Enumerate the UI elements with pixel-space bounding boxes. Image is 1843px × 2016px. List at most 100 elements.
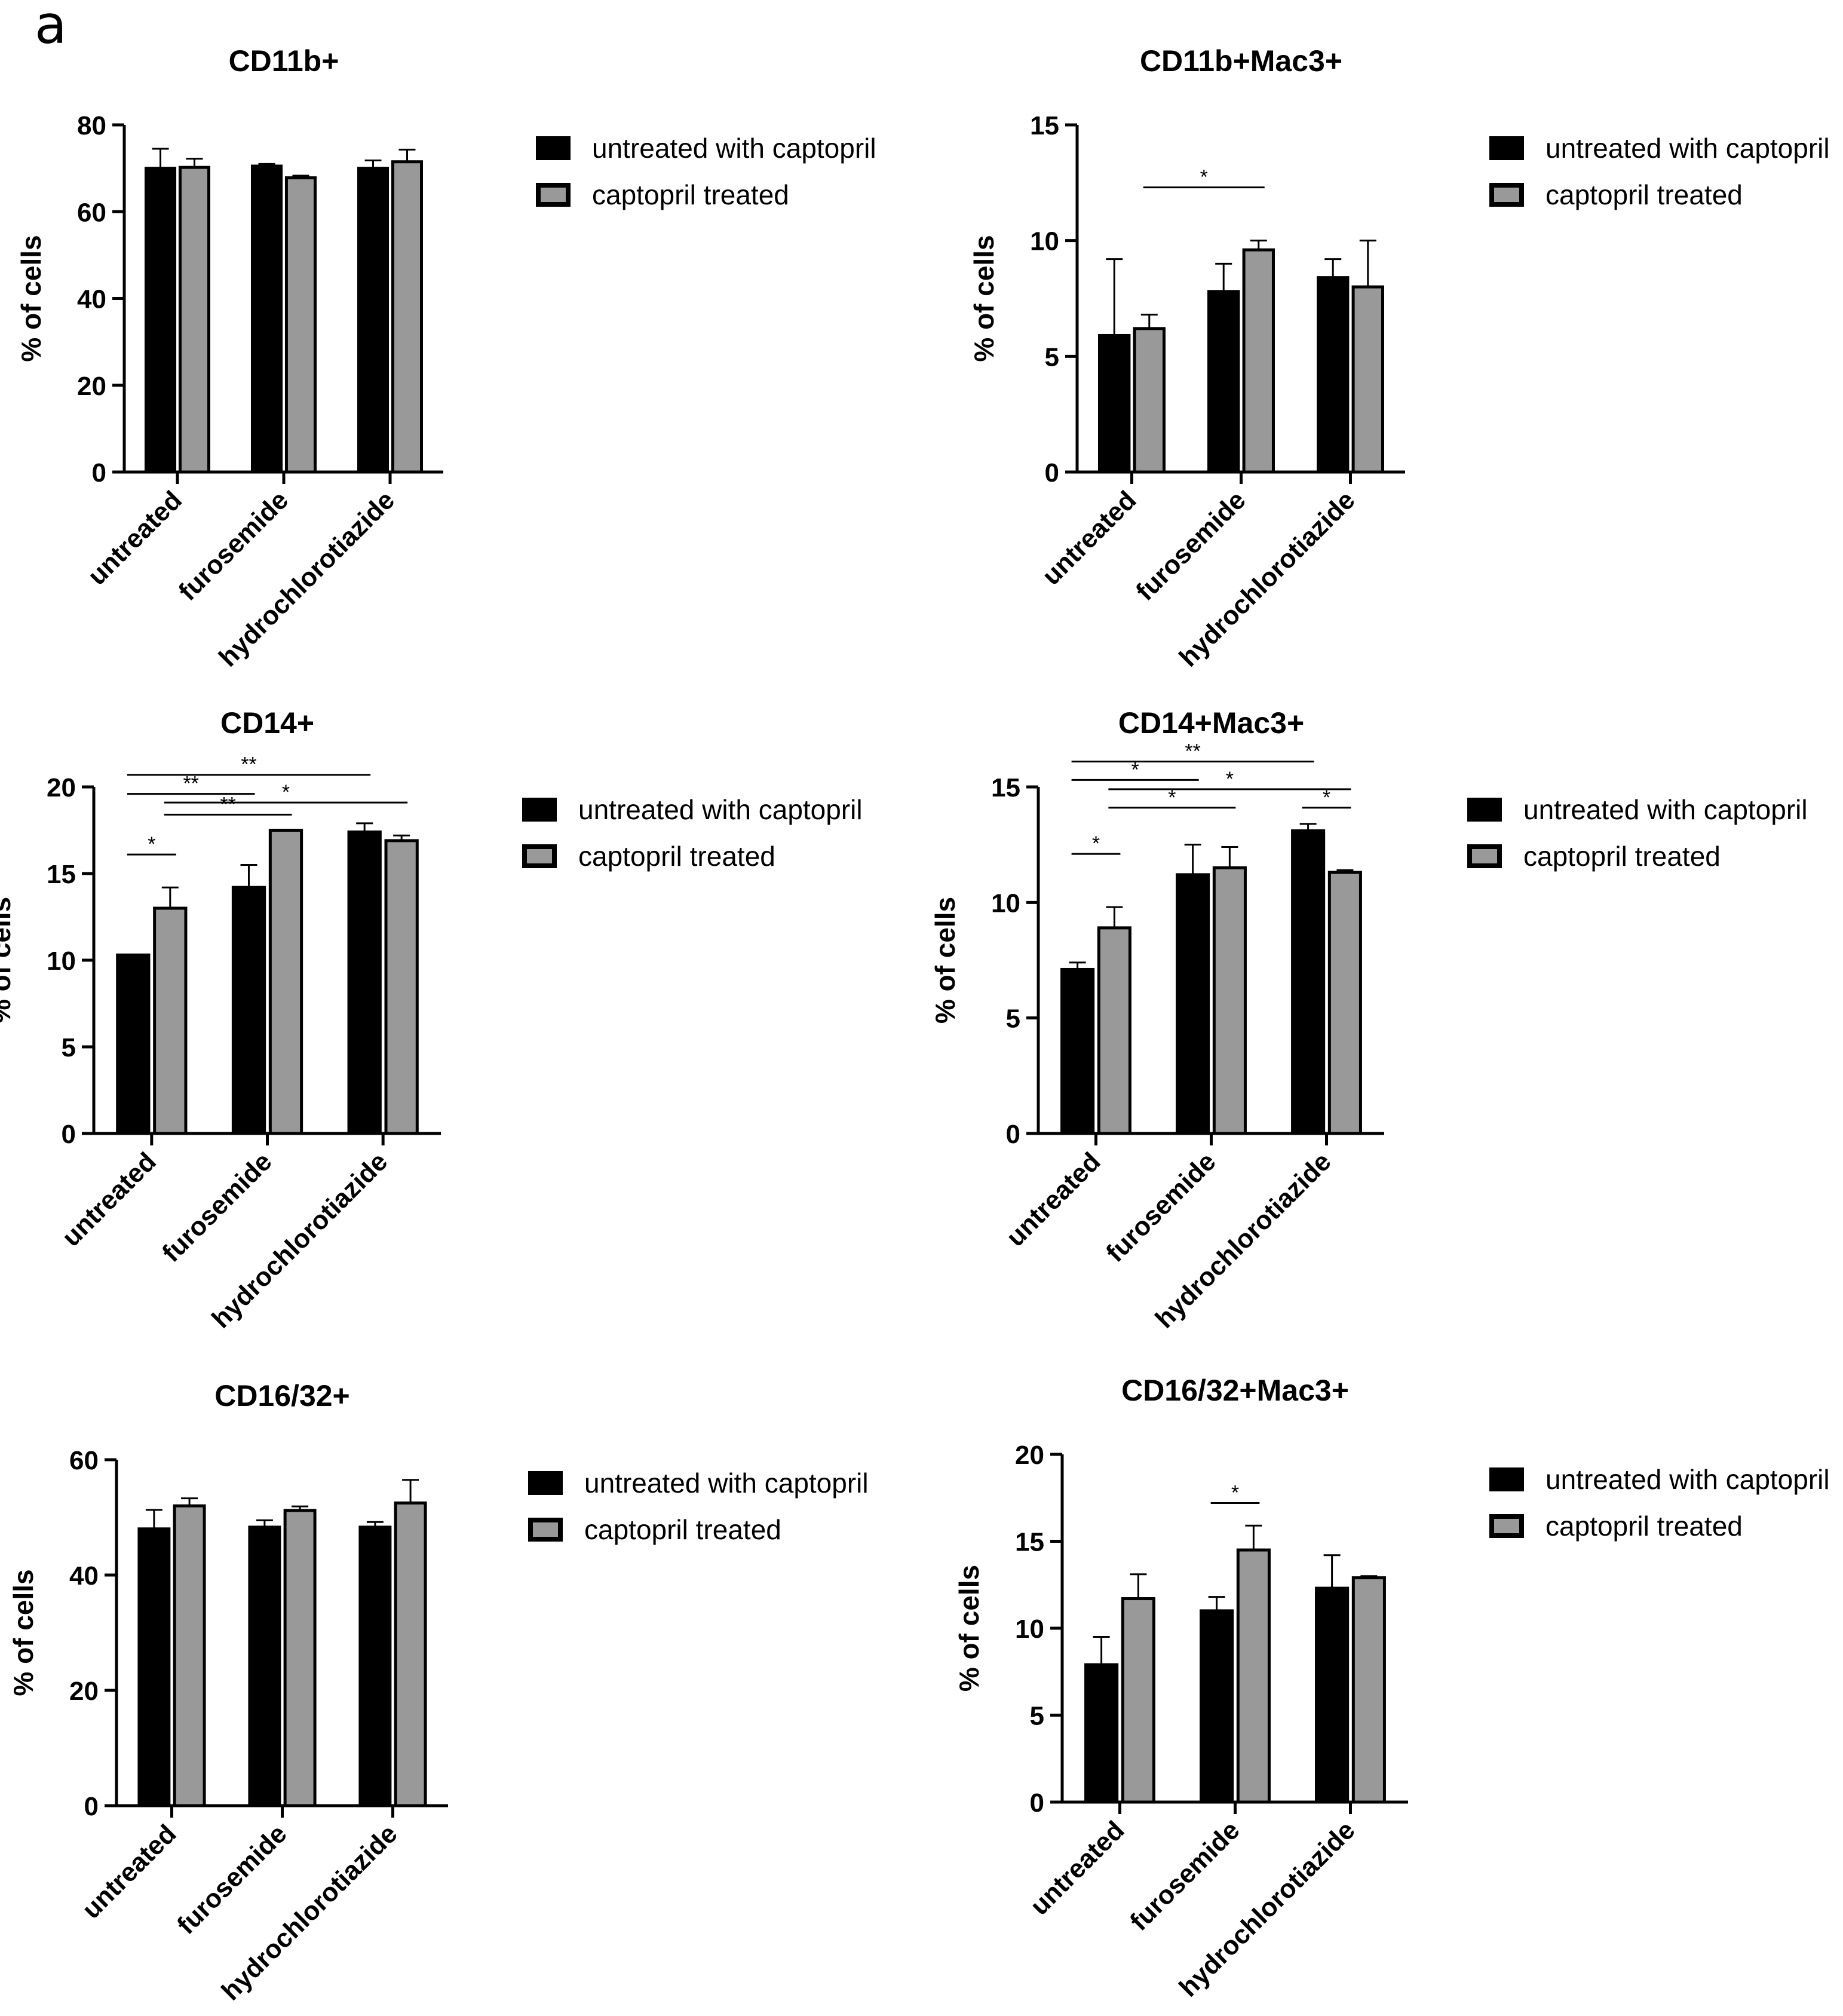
bar-captopril-treated-0 [153,906,188,1135]
bar-untreated-with-captopril-1 [1176,873,1210,1135]
x-tick-label: untreated [76,1819,182,1924]
bar-captopril-treated-0 [178,166,211,474]
y-tick-label: 5 [1045,342,1059,372]
bar-captopril-treated-1 [283,1509,317,1807]
y-tick-label: 10 [1015,1614,1044,1644]
y-tick-label: 20 [69,1677,99,1706]
y-axis-label: % of cells [930,897,961,1024]
y-tick-label: 5 [1006,1004,1020,1034]
x-tick-label: untreated [1001,1147,1106,1252]
legend-label-1: untreated with captopril [1545,1464,1830,1495]
legend-swatch-2 [1489,1514,1524,1538]
bar-untreated-with-captopril-2 [1315,1586,1350,1804]
significance-label: * [1200,166,1208,189]
significance-label: * [1231,1481,1239,1504]
chart-panel-4: CD14+Mac3+ % of cells 0 5 10 15 untreatedfuros… [930,706,1808,1334]
bar-captopril-treated-1 [268,829,303,1135]
chart-title: CD11b+ [229,44,339,78]
bar-untreated-with-captopril-1 [231,886,266,1135]
significance-label: ** [183,773,198,795]
y-axis-label: % of cells [8,1569,39,1696]
significance-label: * [1168,786,1176,809]
significance-label: * [282,781,290,804]
x-tick-label: furosemide [1130,485,1251,606]
legend-swatch-1 [1489,136,1524,160]
y-tick-label: 15 [47,860,76,889]
chart-panel-2: CD11b+Mac3+ % of cells 0 5 10 15 untreatedfuro… [968,44,1830,672]
bar-untreated-with-captopril-1 [248,1525,281,1807]
x-tick-label: untreated [56,1147,161,1252]
legend-swatch-2 [528,1518,563,1542]
bar-untreated-with-captopril-0 [1060,967,1095,1135]
legend-label-1: untreated with captopril [584,1467,869,1499]
significance-label: ** [241,753,256,776]
y-tick-label: 20 [77,372,106,401]
significance-label: ** [220,793,235,816]
x-tick-label: hydrochlorotiazide [1174,485,1361,672]
legend-swatch-1 [528,1471,563,1495]
bar-captopril-treated-2 [1351,285,1384,474]
chart-title: CD14+Mac3+ [1118,706,1304,740]
x-tick-label: untreated [82,485,188,590]
chart-panel-6: CD16/32+Mac3+ % of cells 0 5 10 15 20 untreated… [953,1374,1830,2002]
y-tick-label: 5 [62,1033,76,1062]
y-tick-label: 15 [1015,1528,1044,1557]
bar-untreated-with-captopril-0 [1084,1663,1119,1804]
y-tick-label: 20 [1015,1441,1044,1470]
chart-panel-5: CD16/32+ % of cells 0 20 40 60 untreatedfurose… [8,1379,869,2006]
bar-captopril-treated-0 [173,1504,206,1807]
x-tick-label: hydrochlorotiazide [213,485,400,672]
legend-label-1: untreated with captopril [1545,133,1830,164]
y-tick-label: 40 [69,1561,99,1591]
y-tick-label: 0 [1030,1788,1044,1818]
legend-label-2: captopril treated [1545,179,1743,210]
significance-label: * [1226,768,1234,791]
bar-untreated-with-captopril-2 [358,1525,392,1807]
y-tick-label: 10 [991,888,1020,918]
y-tick-label: 10 [47,946,76,976]
bar-captopril-treated-1 [1236,1548,1271,1804]
significance-label: * [148,833,155,856]
significance-label: ** [1185,740,1200,762]
y-tick-label: 40 [77,285,106,314]
legend-label-2: captopril treated [578,841,775,872]
y-axis-label: % of cells [0,897,16,1024]
x-tick-label: untreated [1025,1815,1130,1920]
significance-label: * [1131,758,1139,781]
chart-panel-3: CD14+ % of cells 0 5 10 15 20 untreatedfurosemi… [0,706,863,1334]
bar-captopril-treated-0 [1121,1597,1155,1804]
bar-captopril-treated-1 [1242,248,1275,474]
y-tick-label: 60 [77,198,106,227]
legend-label-1: untreated with captopril [1523,794,1808,825]
y-tick-label: 15 [991,773,1020,802]
x-tick-label: furosemide [171,1819,292,1940]
y-tick-label: 0 [84,1792,99,1821]
legend-label-2: captopril treated [584,1514,781,1545]
legend-swatch-1 [536,136,571,160]
legend-label-2: captopril treated [1545,1511,1743,1542]
bar-captopril-treated-0 [1097,926,1131,1135]
legend-label-2: captopril treated [592,179,789,210]
bar-untreated-with-captopril-2 [347,830,382,1135]
bar-captopril-treated-2 [391,160,424,474]
chart-title: CD16/32+ [214,1379,350,1413]
x-tick-label: untreated [1037,485,1142,590]
bar-captopril-treated-1 [1212,866,1247,1135]
y-tick-label: 0 [1006,1120,1020,1149]
y-tick-label: 15 [1030,111,1059,140]
legend-swatch-2 [522,844,557,868]
x-tick-label: furosemide [173,485,294,606]
bar-captopril-treated-1 [284,176,317,474]
y-axis-label: % of cells [16,235,47,361]
chart-title: CD16/32+Mac3+ [1121,1374,1349,1407]
bar-untreated-with-captopril-2 [357,167,390,474]
legend-swatch-1 [522,798,557,822]
y-tick-label: 5 [1030,1702,1044,1731]
bar-untreated-with-captopril-1 [250,164,283,474]
legend-swatch-2 [1489,183,1524,207]
x-tick-label: furosemide [1100,1147,1221,1267]
legend-swatch-2 [536,183,571,207]
y-tick-label: 0 [1045,458,1059,488]
y-tick-label: 20 [47,773,76,802]
